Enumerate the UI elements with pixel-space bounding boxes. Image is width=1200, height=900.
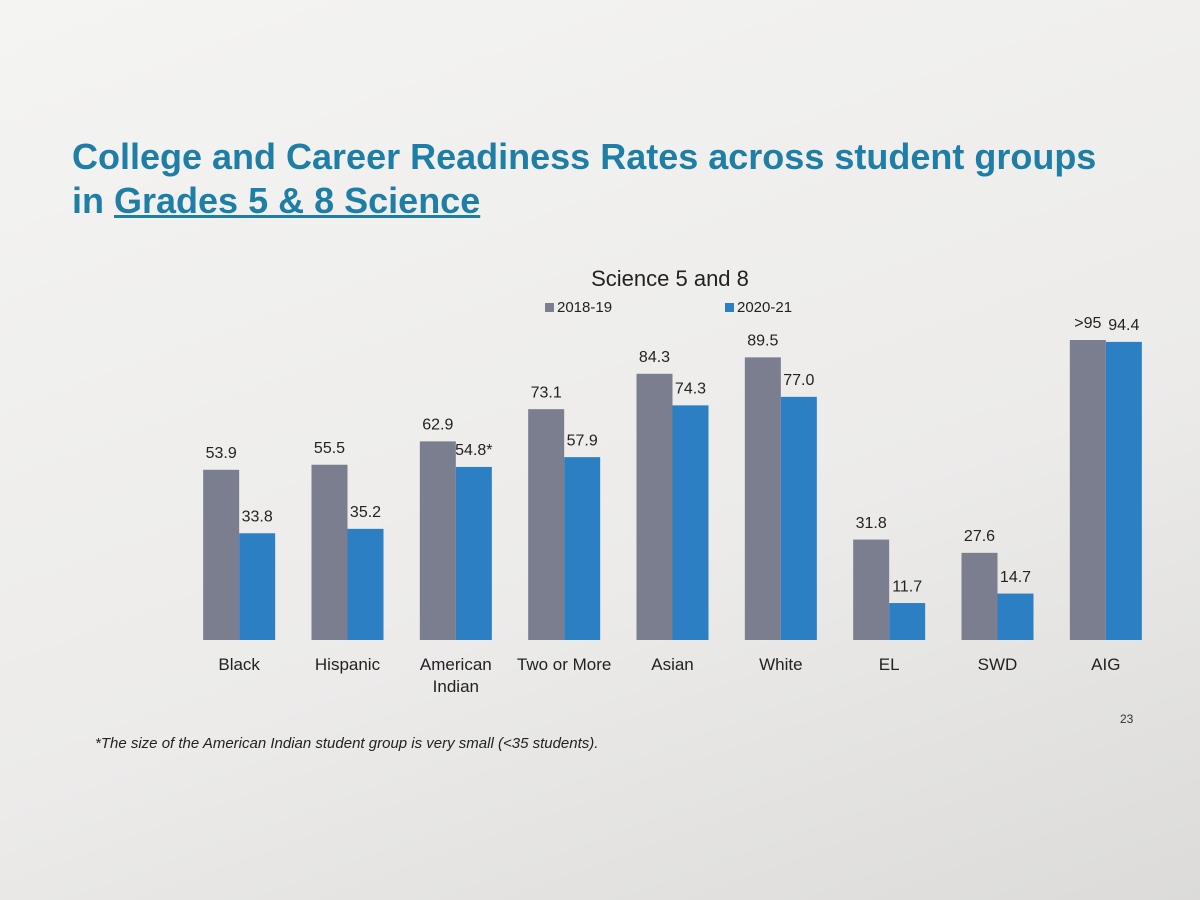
x-tick-label: American Indian — [419, 655, 492, 696]
bar — [1105, 341, 1142, 640]
bar — [203, 469, 240, 640]
x-tick-label: Asian — [651, 655, 694, 674]
x-tick-label: AIG — [1091, 655, 1121, 674]
title-underlined: Grades 5 & 8 Science — [114, 180, 481, 221]
value-label: 89.5 — [747, 333, 778, 350]
value-label: 35.2 — [350, 504, 381, 521]
value-label: 94.4 — [1108, 317, 1139, 334]
value-label: 27.6 — [964, 528, 995, 545]
title-line: College and Career Readiness Rates acros… — [72, 136, 1097, 177]
bar — [419, 441, 456, 640]
value-label: >95 — [1074, 315, 1101, 332]
bar — [528, 409, 565, 640]
legend-swatch — [725, 303, 734, 312]
footnote: *The size of the American Indian student… — [95, 735, 599, 752]
legend-swatch — [545, 303, 554, 312]
value-label: 53.9 — [206, 445, 237, 462]
legend-label: 2020-21 — [737, 299, 792, 316]
bar — [347, 528, 384, 640]
value-label: 11.7 — [892, 578, 922, 595]
value-label: 74.3 — [675, 381, 706, 398]
value-label: 57.9 — [567, 432, 598, 449]
value-label: 84.3 — [639, 349, 670, 366]
bar — [455, 466, 492, 640]
slide-title: College and Career Readiness Rates acros… — [72, 135, 1172, 223]
bar — [564, 457, 601, 640]
x-tick-label: SWD — [977, 655, 1018, 674]
bar — [1069, 340, 1106, 640]
value-label: 77.0 — [783, 372, 814, 389]
x-tick-label: Two or More — [516, 655, 612, 674]
x-tick-label: Hispanic — [314, 655, 381, 674]
value-label: 14.7 — [1000, 569, 1031, 586]
bar — [997, 593, 1034, 640]
chart-title: Science 5 and 8 — [591, 266, 749, 291]
x-tick-label: White — [759, 655, 803, 674]
x-tick-label: Black — [218, 655, 260, 674]
bar — [853, 539, 890, 640]
bar — [889, 603, 926, 640]
bar — [744, 357, 781, 640]
value-label: 73.1 — [531, 384, 562, 401]
bar — [780, 396, 817, 640]
value-label: 54.8* — [455, 442, 492, 459]
value-label: 33.8 — [242, 508, 273, 525]
value-label: 31.8 — [856, 515, 887, 532]
x-tick-label: EL — [878, 655, 900, 674]
legend-label: 2018-19 — [557, 299, 612, 316]
bar — [239, 533, 276, 640]
bar — [636, 373, 673, 640]
title-prefix: in — [72, 180, 104, 221]
value-label: 62.9 — [422, 417, 453, 434]
bar — [672, 405, 709, 640]
value-label: 55.5 — [314, 440, 345, 457]
page-number: 23 — [1120, 712, 1134, 726]
bar — [311, 464, 348, 640]
bar — [961, 552, 998, 640]
